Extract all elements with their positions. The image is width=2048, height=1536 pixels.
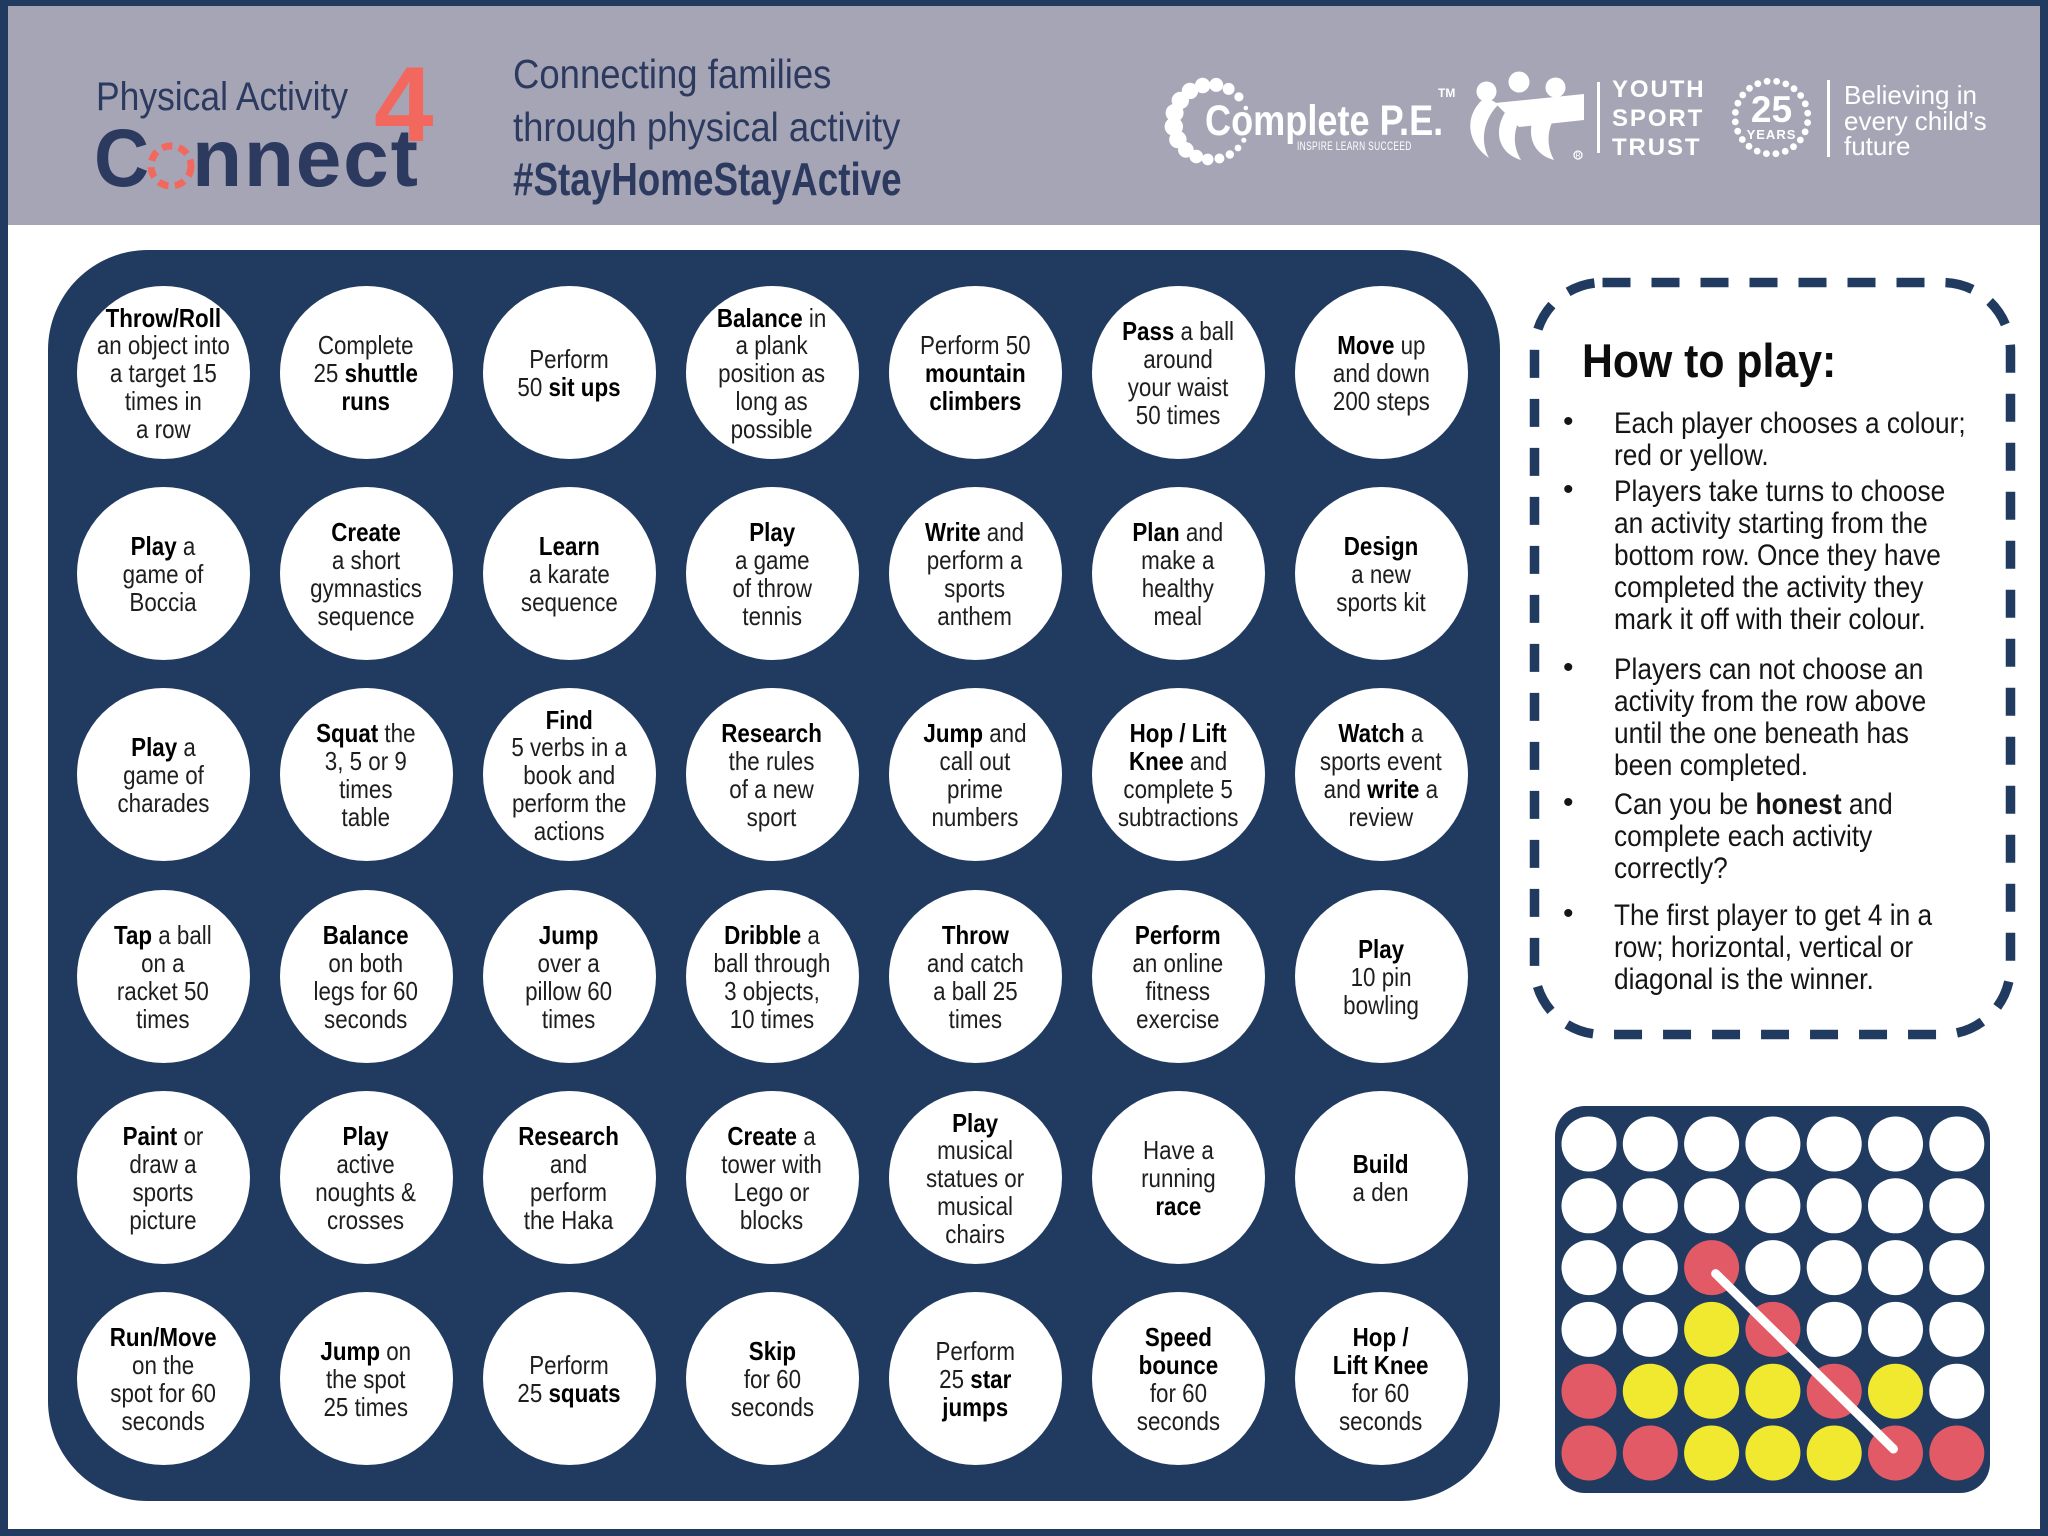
svg-text:R: R [1575, 153, 1580, 160]
